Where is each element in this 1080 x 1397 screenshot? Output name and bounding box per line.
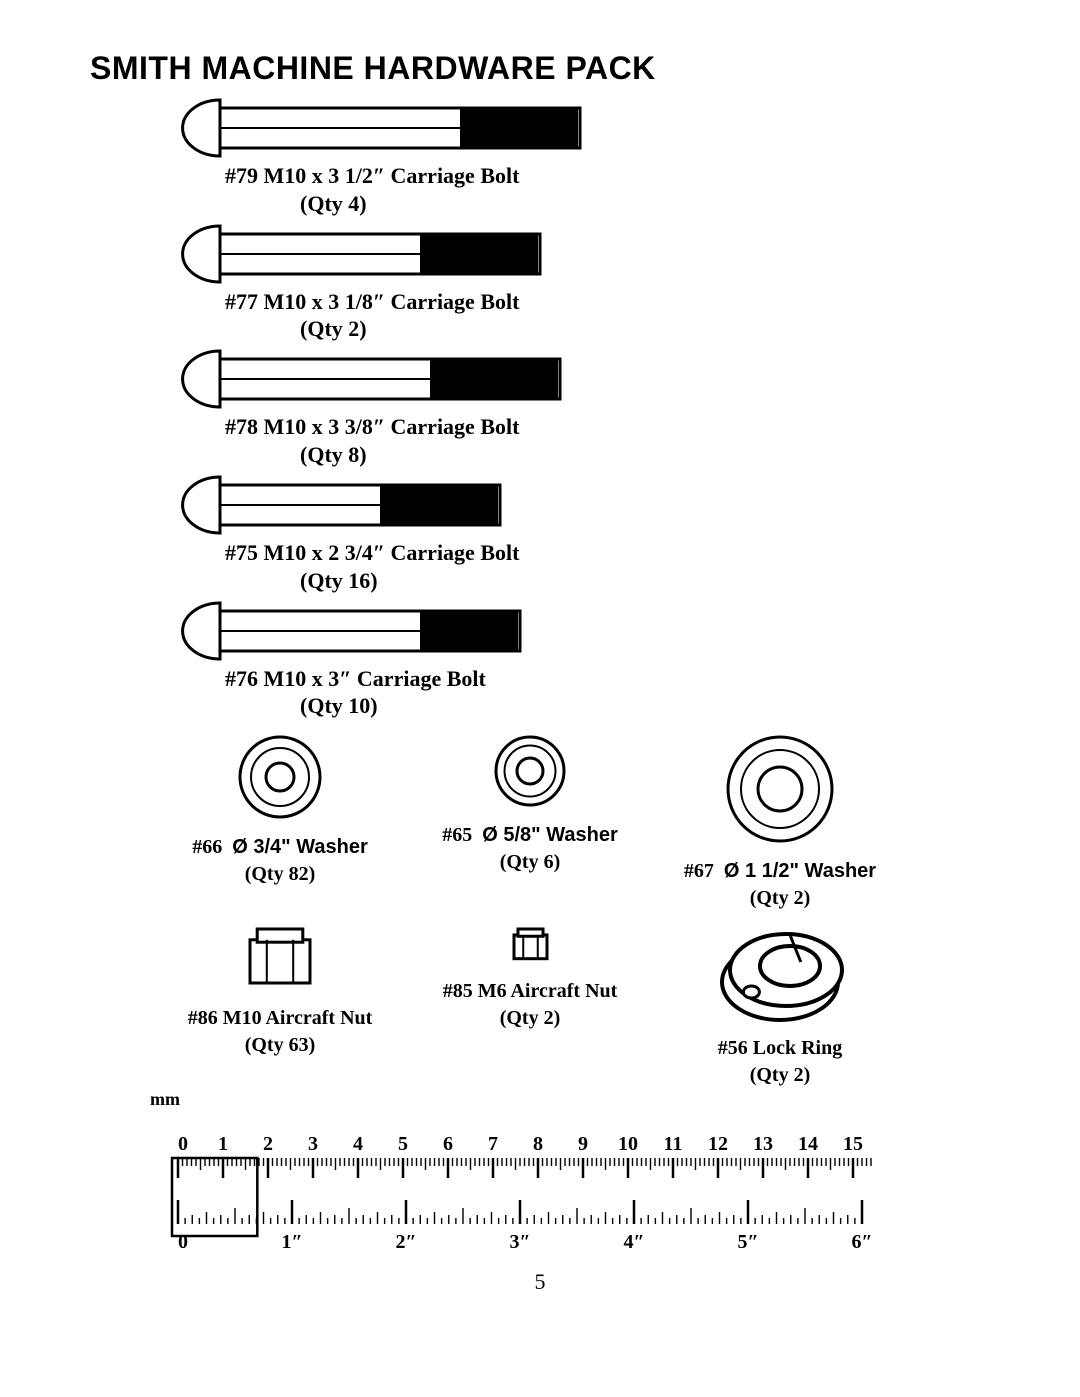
ruler: 012345678910111213141501″2″3″4″5″6″ (160, 1114, 990, 1259)
svg-text:12: 12 (708, 1133, 728, 1155)
bolt-qty: (Qty 8) (300, 442, 990, 468)
svg-text:2″: 2″ (395, 1231, 416, 1253)
nut-label: #85 M6 Aircraft Nut(Qty 2) (443, 978, 618, 1032)
bolt-item: #77 M10 x 3 1/8″ Carriage Bolt(Qty 2) (180, 223, 990, 343)
bolt-item: #79 M10 x 3 1/2″ Carriage Bolt(Qty 4) (180, 97, 990, 217)
washer-label: #65 Ø 5/8" Washer(Qty 6) (442, 822, 617, 876)
svg-text:1″: 1″ (281, 1231, 302, 1253)
washers-row: #66 Ø 3/4" Washer(Qty 82) #65 Ø 5/8" Wash… (150, 731, 990, 912)
bolt-item: #76 M10 x 3″ Carriage Bolt(Qty 10) (180, 600, 990, 720)
svg-text:2: 2 (263, 1133, 273, 1155)
bolt-item: #75 M10 x 2 3/4″ Carriage Bolt(Qty 16) (180, 474, 990, 594)
svg-text:0: 0 (178, 1231, 188, 1253)
nut-label: #86 M10 Aircraft Nut(Qty 63) (188, 1005, 373, 1059)
svg-text:1: 1 (218, 1133, 228, 1155)
nuts-row: #86 M10 Aircraft Nut(Qty 63) #85 M6 Aircr… (150, 924, 990, 1089)
hardware-pack-page: SMITH MACHINE HARDWARE PACK #79 M10 x 3 … (0, 0, 1080, 1325)
bolt-qty: (Qty 4) (300, 191, 990, 217)
nut-label: #56 Lock Ring(Qty 2) (718, 1035, 842, 1089)
bolt-qty: (Qty 2) (300, 316, 990, 342)
bolt-label: #77 M10 x 3 1/8″ Carriage Bolt (225, 287, 990, 317)
svg-text:4″: 4″ (623, 1231, 644, 1253)
bolt-item: #78 M10 x 3 3/8″ Carriage Bolt(Qty 8) (180, 348, 990, 468)
svg-text:14: 14 (798, 1133, 818, 1155)
svg-text:4: 4 (353, 1133, 363, 1155)
bolt-label: #79 M10 x 3 1/2″ Carriage Bolt (225, 161, 990, 191)
bolt-label: #78 M10 x 3 3/8″ Carriage Bolt (225, 412, 990, 442)
svg-text:9: 9 (578, 1133, 588, 1155)
svg-text:5″: 5″ (737, 1231, 758, 1253)
svg-text:11: 11 (664, 1133, 683, 1155)
svg-text:8: 8 (533, 1133, 543, 1155)
svg-text:3: 3 (308, 1133, 318, 1155)
bolt-qty: (Qty 16) (300, 568, 990, 594)
svg-text:3″: 3″ (509, 1231, 530, 1253)
svg-text:13: 13 (753, 1133, 773, 1155)
washer-icon (490, 731, 570, 816)
nut-item: #86 M10 Aircraft Nut(Qty 63) (150, 924, 410, 1089)
mm-unit-label: mm (150, 1089, 990, 1110)
nut-icon (509, 924, 552, 972)
bolt-label: #75 M10 x 2 3/4″ Carriage Bolt (225, 538, 990, 568)
washer-label: #66 Ø 3/4" Washer(Qty 82) (192, 834, 367, 888)
svg-text:6: 6 (443, 1133, 453, 1155)
nut-icon (245, 924, 315, 999)
svg-text:6″: 6″ (851, 1231, 872, 1253)
bolt-qty: (Qty 10) (300, 693, 990, 719)
svg-text:7: 7 (488, 1133, 498, 1155)
washer-item: #65 Ø 5/8" Washer(Qty 6) (410, 731, 650, 912)
lock-ring-icon (715, 924, 845, 1029)
svg-text:10: 10 (618, 1133, 638, 1155)
svg-text:0: 0 (178, 1133, 188, 1155)
page-number: 5 (90, 1269, 990, 1295)
washer-item: #66 Ø 3/4" Washer(Qty 82) (150, 731, 410, 912)
washer-label: #67 Ø 1 1/2" Washer(Qty 2) (684, 858, 876, 912)
nut-item: #56 Lock Ring(Qty 2) (650, 924, 910, 1089)
bolt-label: #76 M10 x 3″ Carriage Bolt (225, 664, 990, 694)
washer-icon (234, 731, 326, 828)
svg-text:5: 5 (398, 1133, 408, 1155)
washer-icon (722, 731, 838, 852)
svg-text:15: 15 (843, 1133, 863, 1155)
bolts-list: #79 M10 x 3 1/2″ Carriage Bolt(Qty 4)#77… (90, 97, 990, 719)
nut-item: #85 M6 Aircraft Nut(Qty 2) (410, 924, 650, 1089)
washer-item: #67 Ø 1 1/2" Washer(Qty 2) (650, 731, 910, 912)
page-title: SMITH MACHINE HARDWARE PACK (90, 50, 990, 87)
